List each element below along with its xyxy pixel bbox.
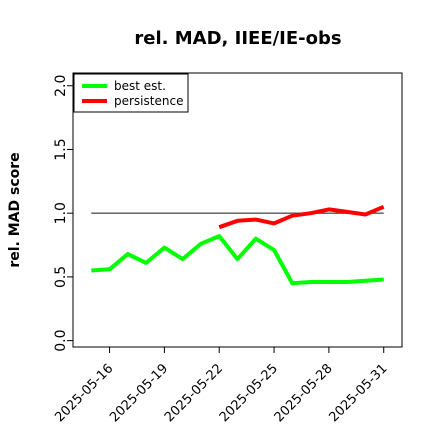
y-tick-label-1: 0.5 — [53, 266, 69, 288]
legend: best est.persistence — [73, 73, 189, 113]
chart-title: rel. MAD, IIEE/IE-obs — [134, 28, 341, 49]
x-tick-label-4: 2025-05-28 — [272, 361, 336, 425]
series-line-0 — [91, 234, 384, 286]
x-tick-label-1: 2025-05-19 — [107, 361, 171, 425]
x-tick-label-5: 2025-05-31 — [327, 361, 391, 425]
series-line-1 — [218, 204, 385, 230]
y-tick-label-2: 1.0 — [53, 202, 69, 224]
legend-label-1: persistence — [114, 94, 183, 108]
y-axis-label: rel. MAD score — [7, 152, 23, 267]
y-tick-label-3: 1.5 — [53, 138, 69, 160]
y-tick-label-4: 2.0 — [53, 75, 69, 97]
x-axis: 2025-05-162025-05-192025-05-222025-05-25… — [52, 347, 391, 425]
y-axis: 0.0 0.5 1.0 1.5 2.0 — [53, 75, 73, 352]
legend-box — [73, 73, 189, 113]
series-group — [91, 204, 385, 286]
plot-frame — [72, 72, 403, 348]
legend-label-0: best est. — [114, 79, 166, 93]
y-tick-label-0: 0.0 — [53, 329, 69, 351]
